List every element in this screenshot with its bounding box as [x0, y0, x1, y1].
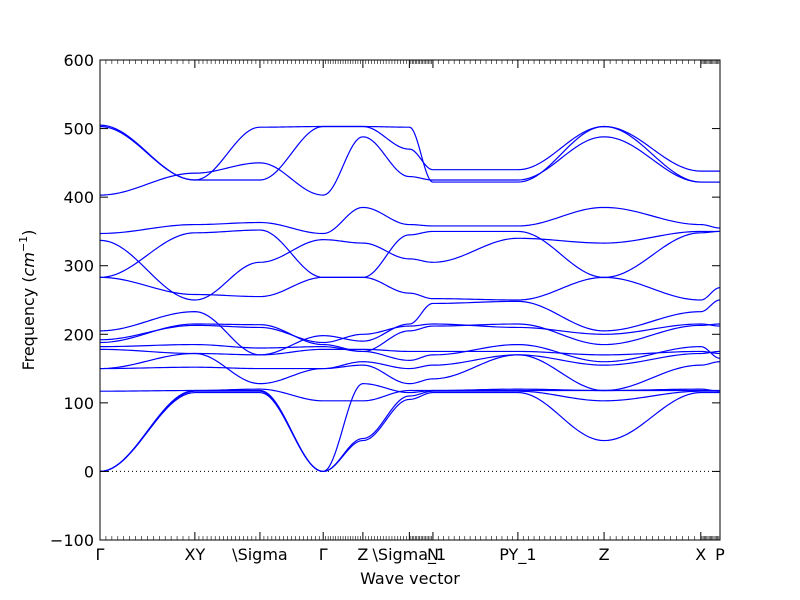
x-tick-label: \Sigma — [232, 545, 288, 564]
x-tick-label: PY_1 — [499, 545, 536, 565]
x-tick-label: \Sigma_1 — [373, 545, 447, 565]
y-axis-label-close: ) — [19, 230, 38, 236]
y-axis-label-text: Frequency ( — [19, 276, 38, 370]
x-tick-label: Z — [599, 545, 610, 564]
band-line-14 — [99, 229, 720, 278]
band-line-10 — [99, 323, 721, 344]
band-line-15 — [99, 206, 721, 235]
band-line-17 — [99, 124, 720, 181]
y-tick-label: 200 — [63, 325, 94, 344]
y-axis-label-unit: cm — [19, 252, 38, 276]
band-line-7 — [99, 348, 721, 356]
band-line-18 — [99, 125, 720, 183]
y-tick-label: 500 — [63, 120, 94, 139]
plot-area — [99, 124, 721, 473]
band-line-11 — [99, 299, 721, 356]
band-line-2 — [99, 390, 720, 473]
y-axis-label: Frequency (cm−1) — [17, 230, 38, 371]
x-tick-label: Γ — [96, 545, 105, 564]
x-tick-label: Γ — [319, 545, 328, 564]
axes-frame — [99, 59, 721, 541]
band-line-1 — [99, 391, 720, 473]
band-line-12 — [99, 276, 721, 301]
x-tick-label: XY — [184, 545, 205, 564]
x-axis-label: Wave vector — [360, 569, 460, 588]
band-line-13 — [99, 230, 720, 301]
band-line-4 — [100, 388, 721, 402]
band-line-16 — [99, 136, 720, 196]
x-axis-ticks: Γ XY \Sigma Γ Z \Sigma_1N PY_1 Z X P — [96, 60, 725, 565]
x-tick-label: N — [427, 545, 439, 564]
y-tick-label: 100 — [63, 394, 94, 413]
x-tick-label: P — [715, 545, 725, 564]
y-tick-label: −100 — [50, 531, 94, 550]
y-axis-label-exponent: −1 — [17, 236, 30, 252]
band-line-8 — [99, 343, 721, 363]
y-axis-ticks: −100 0 100 200 300 400 500 600 — [50, 51, 720, 550]
y-tick-label: 300 — [63, 257, 94, 276]
x-tick-label: X — [695, 545, 706, 564]
series-group — [99, 124, 721, 473]
band-line-6 — [100, 350, 721, 370]
band-line-9 — [99, 323, 721, 353]
y-tick-label: 600 — [63, 51, 94, 70]
band-line-5 — [99, 352, 721, 392]
x-tick-label: Z — [357, 545, 368, 564]
y-tick-label: 0 — [84, 462, 94, 481]
y-tick-label: 400 — [63, 188, 94, 207]
